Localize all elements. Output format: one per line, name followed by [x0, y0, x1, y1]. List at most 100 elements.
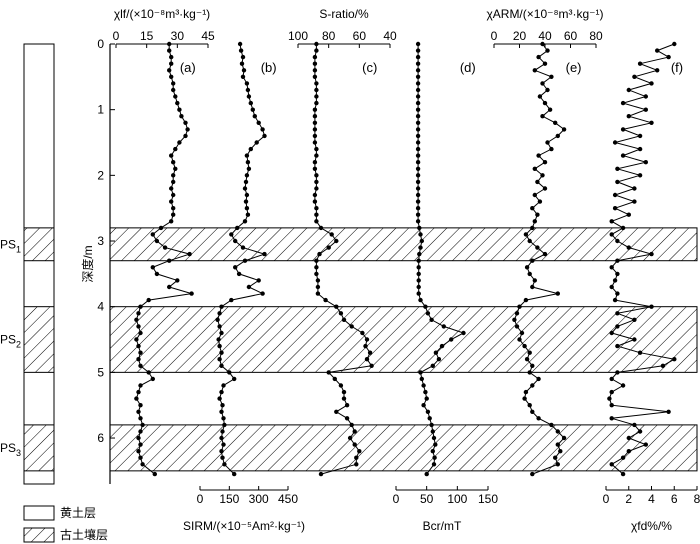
- panel-f-point: [637, 146, 643, 152]
- panel-b-point: [219, 330, 224, 336]
- panel-a-point: [138, 383, 143, 388]
- panel-f-point: [643, 442, 648, 447]
- panel-c-point: [338, 311, 344, 316]
- panel-c-point: [354, 455, 359, 460]
- panel-b-point: [219, 363, 224, 368]
- paleosol-label-sub: 2: [16, 340, 21, 350]
- panel-a-point: [162, 245, 168, 250]
- panel-b-point: [245, 160, 251, 165]
- panel-a-point: [171, 87, 176, 93]
- panel-e-point: [530, 225, 535, 231]
- panel-c-point: [341, 396, 347, 401]
- panel-d-axis-title: Bcr/mT: [423, 519, 462, 533]
- column-frame: [23, 43, 55, 485]
- panel-f-point: [609, 376, 614, 382]
- panel-c-point: [312, 166, 318, 171]
- panel-d-point: [415, 219, 421, 224]
- paleosol-label-2: PS2: [0, 333, 21, 350]
- panel-e-point: [514, 311, 520, 316]
- panel-f-point: [672, 357, 677, 362]
- panel-d-point: [439, 343, 445, 349]
- panel-c-point: [326, 370, 331, 375]
- panel-d-point: [430, 449, 435, 454]
- panel-e-point: [555, 133, 560, 139]
- panel-c-point: [314, 48, 319, 53]
- panel-d-point: [429, 422, 434, 428]
- panel-a-point: [187, 251, 192, 257]
- panel-c-point: [341, 389, 347, 395]
- tick-label: 45: [201, 29, 215, 43]
- panel-a-point: [136, 435, 141, 441]
- panel-d-point: [415, 186, 421, 191]
- panel-b-point: [245, 87, 251, 93]
- panel-d-point: [415, 192, 421, 198]
- panel-c-point: [314, 41, 319, 47]
- panel-b-point: [217, 357, 222, 362]
- paleosol-band-3: [109, 424, 698, 472]
- panel-c-point: [332, 376, 337, 382]
- panel-b-point: [216, 337, 221, 342]
- panel-f-point: [609, 284, 614, 290]
- panel-a-point: [171, 179, 176, 185]
- tick-label: 20: [513, 29, 527, 43]
- panel-c-point: [315, 278, 321, 283]
- panel-b-point: [244, 206, 250, 211]
- panel-e-point: [547, 107, 553, 112]
- panel-e-point: [517, 337, 522, 342]
- panel-f-point: [637, 173, 643, 178]
- panel-b-point: [243, 179, 249, 185]
- panel-e-point: [537, 94, 543, 99]
- panel-b-point: [238, 48, 244, 53]
- panel-e-point: [542, 61, 548, 66]
- panel-c-point: [314, 186, 319, 191]
- panel-b-point: [217, 343, 222, 349]
- panel-e-point: [542, 186, 548, 191]
- panel-e-point: [536, 54, 541, 60]
- panel-b-point: [235, 225, 240, 231]
- panel-b-point: [244, 192, 250, 198]
- panel-f-point: [612, 297, 618, 303]
- panel-a-point: [150, 265, 155, 270]
- panel-f-point: [612, 192, 618, 198]
- depth-tick-label: 6: [97, 431, 104, 445]
- panel-e-point: [530, 206, 535, 211]
- panel-f-point: [632, 317, 637, 322]
- panel-c-point: [314, 87, 319, 93]
- panel-b-point: [217, 324, 222, 329]
- panel-f-point: [643, 94, 648, 99]
- panel-d-point: [415, 133, 421, 139]
- panel-f-point: [609, 462, 614, 467]
- panel-e-point: [532, 166, 537, 171]
- panel-a-point: [167, 68, 172, 73]
- panel-c-point: [363, 343, 368, 349]
- panel-e-point: [542, 100, 548, 106]
- panel-d-point: [415, 81, 421, 86]
- panel-e-point: [536, 376, 541, 382]
- panel-f-point: [649, 120, 654, 126]
- panel-b-point: [233, 265, 238, 270]
- panel-a-point: [138, 455, 143, 460]
- panel-c-point: [317, 251, 322, 257]
- panel-a-point: [138, 330, 143, 336]
- panel-e-point: [553, 455, 558, 460]
- panel-a-point: [169, 219, 174, 224]
- panel-f-point: [649, 251, 654, 257]
- panel-e-point: [558, 449, 563, 454]
- panel-d-point: [416, 284, 421, 290]
- panel-f-point: [632, 422, 637, 428]
- panel-c-point: [329, 232, 334, 237]
- tick-label: 100: [447, 492, 467, 506]
- panel-d-point: [415, 68, 421, 73]
- panel-b-point: [260, 127, 265, 132]
- panel-a-point: [150, 376, 155, 382]
- panel-a-point: [134, 337, 139, 342]
- panel-f-point: [626, 435, 631, 441]
- panel-b-point: [242, 219, 248, 224]
- tick-label: 80: [589, 29, 603, 43]
- panel-e-point: [530, 363, 535, 368]
- tick-label: 150: [478, 492, 498, 506]
- panel-f-point: [612, 140, 618, 145]
- panel-e-point: [530, 471, 535, 477]
- panel-d-point: [416, 258, 421, 263]
